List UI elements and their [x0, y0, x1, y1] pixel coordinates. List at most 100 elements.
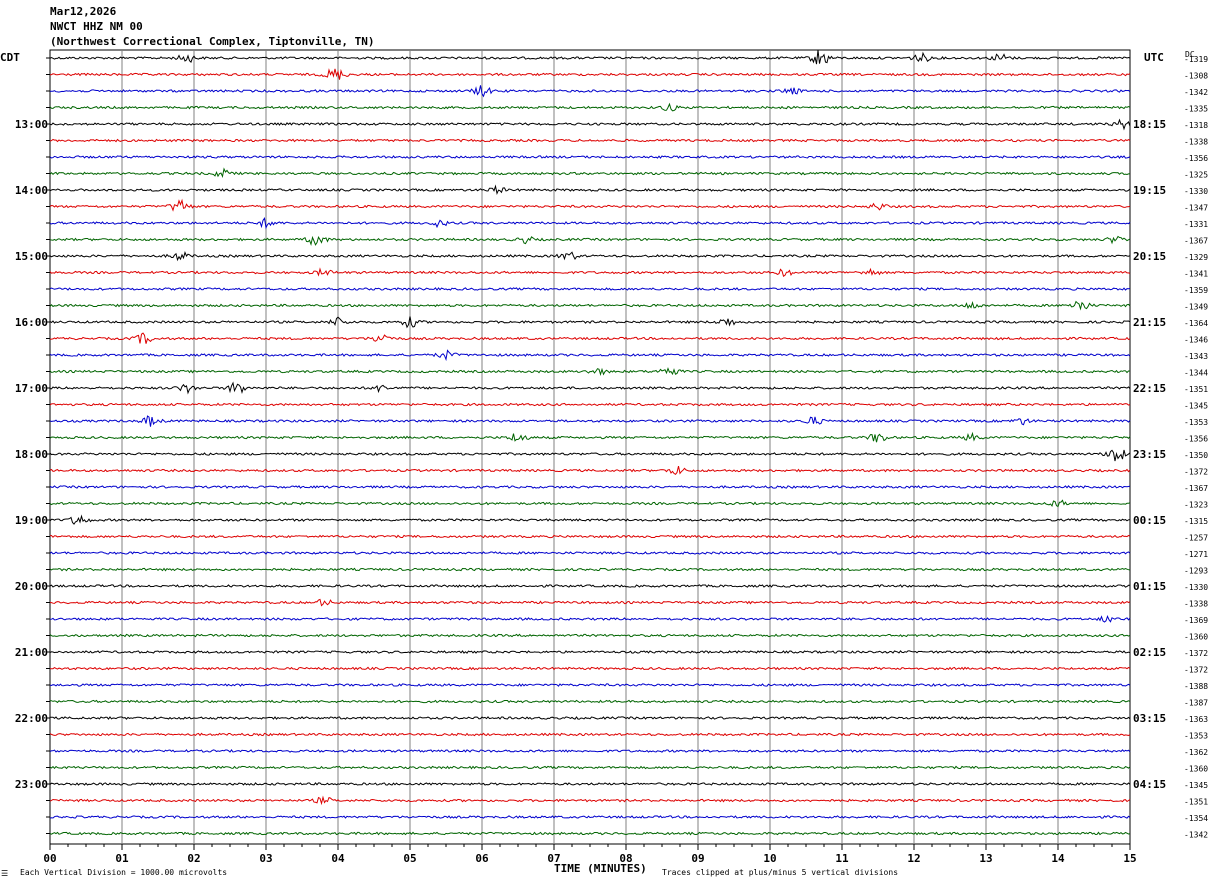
dc-offset-label: -1363	[1184, 715, 1208, 724]
dc-offset-label: -1325	[1184, 171, 1208, 180]
trace-line	[49, 118, 1131, 131]
dc-offset-label: -1359	[1184, 286, 1208, 295]
dc-offset-label: -1362	[1184, 748, 1208, 757]
trace-line	[49, 499, 1131, 508]
trace-line	[49, 514, 1131, 525]
trace-line	[49, 795, 1131, 806]
dc-offset-label: -1387	[1184, 699, 1208, 708]
trace-line	[49, 449, 1131, 462]
right-hour-label: 00:15	[1133, 514, 1166, 527]
dc-offset-label: -1344	[1184, 369, 1208, 378]
x-tick-label: 01	[115, 852, 129, 865]
left-hour-label: 22:00	[15, 712, 48, 725]
trace-line	[49, 250, 1131, 262]
trace-line	[49, 831, 1131, 836]
right-hour-label: 22:15	[1133, 382, 1166, 395]
trace-line	[49, 381, 1131, 395]
trace-line	[49, 650, 1131, 654]
dc-offset-label: -1341	[1184, 270, 1208, 279]
x-tick-label: 02	[187, 852, 200, 865]
left-hour-label: 14:00	[15, 184, 48, 197]
dc-offset-label: -1319	[1184, 55, 1208, 64]
dc-offset-label: -1369	[1184, 616, 1208, 625]
right-hour-label: 23:15	[1133, 448, 1166, 461]
dc-offset-label: -1338	[1184, 138, 1208, 147]
right-timezone-label: UTC	[1144, 51, 1164, 64]
left-timezone-label: CDT	[0, 51, 20, 64]
dc-offset-label: -1351	[1184, 798, 1208, 807]
clip-note: Traces clipped at plus/minus 5 vertical …	[662, 868, 899, 877]
dc-header-label: DC	[1185, 50, 1195, 59]
scale-note: Each Vertical Division = 1000.00 microvo…	[20, 868, 228, 877]
dc-offset-label: -1293	[1184, 567, 1208, 576]
trace-line	[49, 300, 1131, 311]
trace-line	[49, 332, 1131, 344]
plot-frame	[49, 49, 1131, 845]
trace-line	[49, 815, 1131, 819]
dc-offset-label: -1330	[1184, 187, 1208, 196]
dc-offset-label: -1353	[1184, 732, 1208, 741]
dc-offset-label: -1331	[1184, 220, 1208, 229]
trace-line	[49, 567, 1131, 572]
trace-line	[49, 217, 1131, 230]
station-label: NWCT HHZ NM 00	[50, 20, 143, 33]
trace-line	[49, 732, 1131, 737]
x-tick-label: 03	[259, 852, 272, 865]
x-tick-label: 15	[1123, 852, 1136, 865]
dc-offset-label: -1350	[1184, 451, 1208, 460]
dc-offset-label: -1354	[1184, 814, 1208, 823]
dc-offset-label: -1364	[1184, 319, 1208, 328]
trace-line	[49, 765, 1131, 770]
right-hour-label: 21:15	[1133, 316, 1166, 329]
trace-line	[49, 138, 1131, 143]
dc-offset-label: -1356	[1184, 435, 1208, 444]
right-hour-label: 18:15	[1133, 118, 1166, 131]
trace-line	[49, 716, 1131, 720]
x-tick-label: 06	[475, 852, 489, 865]
trace-line	[49, 267, 1131, 277]
corner-mark-icon: ☰	[1, 869, 9, 878]
dc-offset-label: -1349	[1184, 303, 1208, 312]
right-hour-label: 04:15	[1133, 778, 1166, 791]
trace-line	[49, 155, 1131, 159]
x-tick-label: 14	[1051, 852, 1065, 865]
trace-line	[49, 402, 1131, 407]
trace-line	[49, 287, 1131, 291]
trace-line	[49, 198, 1131, 212]
trace-line	[49, 534, 1131, 539]
dc-offset-label: -1343	[1184, 352, 1208, 361]
x-tick-label: 08	[619, 852, 632, 865]
right-hour-label: 20:15	[1133, 250, 1166, 263]
x-tick-label: 09	[691, 852, 704, 865]
trace-line	[49, 184, 1131, 195]
location-label: (Northwest Correctional Complex, Tiptonv…	[50, 35, 375, 48]
left-hour-label: 21:00	[15, 646, 48, 659]
trace-line	[49, 551, 1131, 555]
left-hour-label: 16:00	[15, 316, 48, 329]
trace-line	[49, 68, 1131, 80]
dc-offset-label: -1271	[1184, 550, 1208, 559]
trace-line	[49, 598, 1131, 607]
left-hour-label: 13:00	[15, 118, 48, 131]
trace-line	[49, 367, 1130, 377]
dc-offset-label: -1388	[1184, 682, 1208, 691]
x-tick-label: 11	[835, 852, 849, 865]
trace-line	[49, 683, 1131, 687]
dc-offset-label: -1346	[1184, 336, 1208, 345]
x-tick-label: 10	[763, 852, 776, 865]
right-hour-label: 03:15	[1133, 712, 1166, 725]
trace-line	[50, 666, 1131, 671]
dc-offset-label: -1257	[1184, 534, 1208, 543]
dc-offset-label: -1318	[1184, 121, 1208, 130]
dc-offset-label: -1360	[1184, 633, 1208, 642]
trace-line	[49, 431, 1131, 443]
dc-offset-label: -1342	[1184, 88, 1208, 97]
dc-offset-label: -1372	[1184, 649, 1208, 658]
dc-offset-label: -1372	[1184, 666, 1208, 675]
trace-line	[49, 349, 1131, 362]
left-hour-label: 18:00	[15, 448, 48, 461]
dc-offset-label: -1345	[1184, 781, 1208, 790]
left-hour-label: 19:00	[15, 514, 48, 527]
trace-line	[49, 749, 1131, 753]
